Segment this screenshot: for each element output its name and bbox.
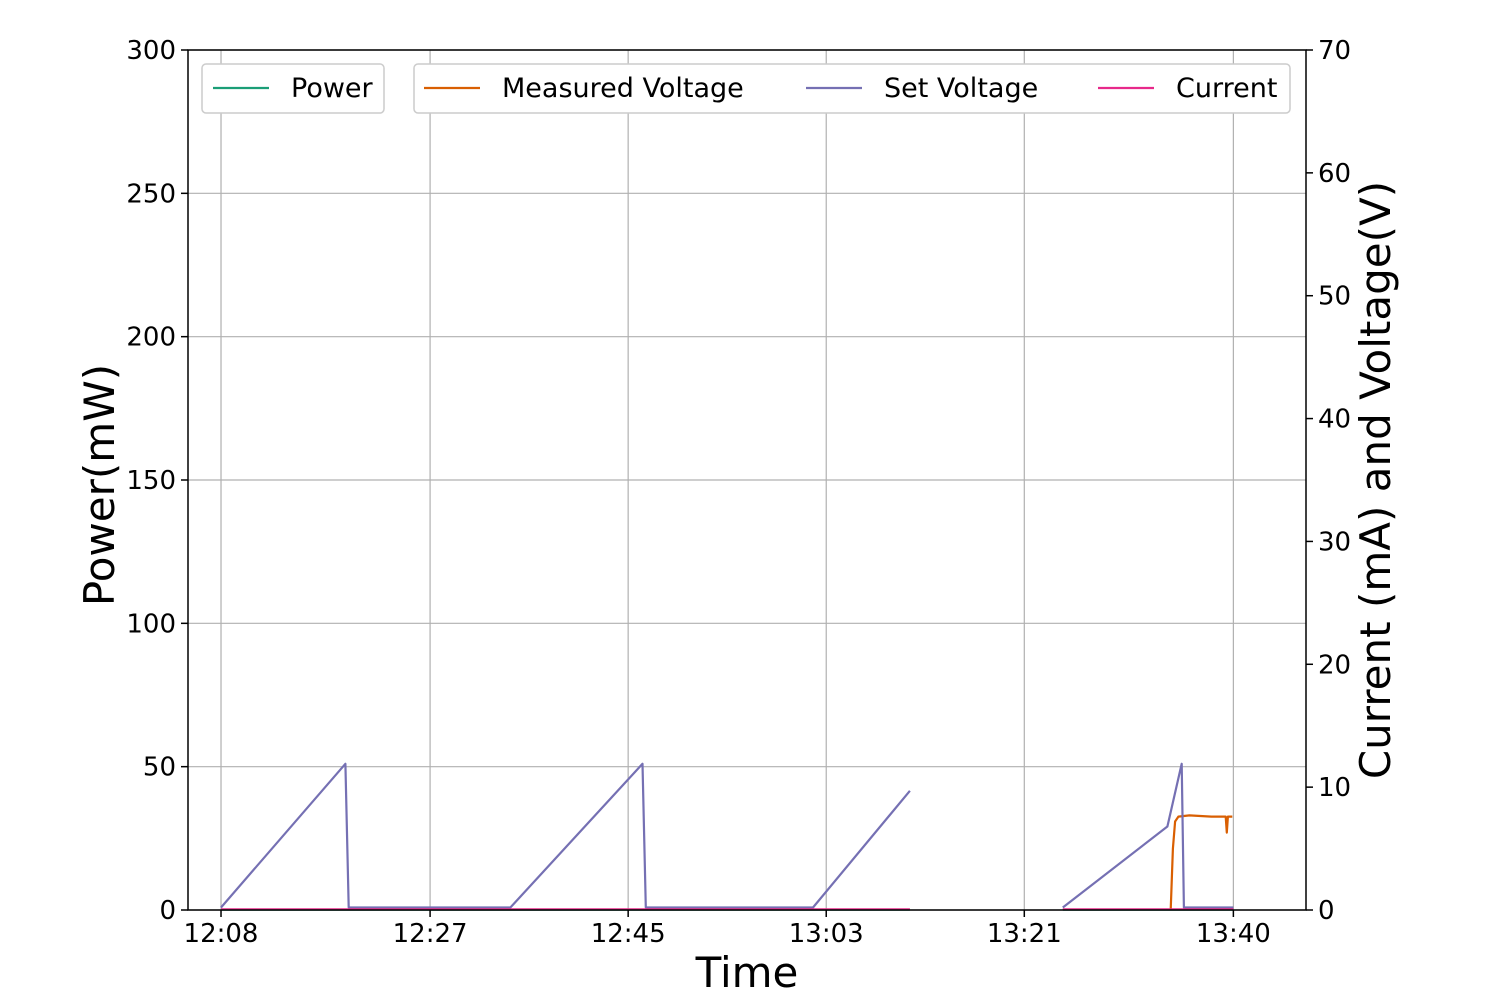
- left-y-tick-label: 150: [126, 466, 176, 496]
- right-y-axis-title: Current (mA) and Voltage(V): [1351, 181, 1400, 779]
- series-line-measured-voltage: [1169, 814, 1233, 911]
- plot-area: [220, 762, 1234, 911]
- legend-label-measured-voltage: Measured Voltage: [502, 73, 744, 104]
- right-y-tick-label: 0: [1318, 896, 1335, 926]
- x-axis: 12:08 12:27 12:45 13:03 13:21 13:40: [184, 910, 1271, 949]
- x-tick-label: 12:27: [393, 919, 468, 949]
- legend-right: Measured Voltage Set Voltage Current: [413, 63, 1291, 114]
- left-y-tick-label: 50: [143, 753, 176, 783]
- left-y-tick-label: 300: [126, 36, 176, 66]
- right-y-tick-label: 70: [1318, 36, 1351, 66]
- legend-left-frame: [201, 63, 385, 114]
- grid: [188, 49, 1306, 911]
- x-tick-label: 13:03: [789, 919, 864, 949]
- x-tick-label: 13:21: [987, 919, 1062, 949]
- right-y-tick-label: 40: [1318, 405, 1351, 435]
- left-y-tick-label: 250: [126, 179, 176, 209]
- right-y-tick-label: 30: [1318, 527, 1351, 557]
- left-y-axis-title: Power(mW): [75, 364, 124, 606]
- right-y-axis: 0 10 20 30 40 50 60 70: [1306, 36, 1351, 926]
- legend-left: Power: [201, 63, 385, 114]
- x-tick-label: 13:40: [1196, 919, 1271, 949]
- legend-label-set-voltage: Set Voltage: [884, 73, 1038, 104]
- x-tick-label: 12:08: [184, 919, 259, 949]
- series-line-set-voltage: [1062, 762, 1234, 909]
- x-axis-title: Time: [695, 948, 799, 997]
- left-y-tick-label: 0: [159, 896, 176, 926]
- legend-label-current: Current: [1176, 73, 1277, 104]
- left-y-tick-label: 200: [126, 323, 176, 353]
- left-y-axis: 0 50 100 150 200 250 300: [126, 36, 188, 926]
- right-y-tick-label: 10: [1318, 773, 1351, 803]
- series-line-set-voltage: [220, 762, 911, 909]
- right-y-tick-label: 50: [1318, 282, 1351, 312]
- x-tick-label: 12:45: [591, 919, 666, 949]
- legend-label-power: Power: [291, 73, 374, 104]
- right-y-tick-label: 20: [1318, 650, 1351, 680]
- left-y-tick-label: 100: [126, 609, 176, 639]
- right-y-tick-label: 60: [1318, 159, 1351, 189]
